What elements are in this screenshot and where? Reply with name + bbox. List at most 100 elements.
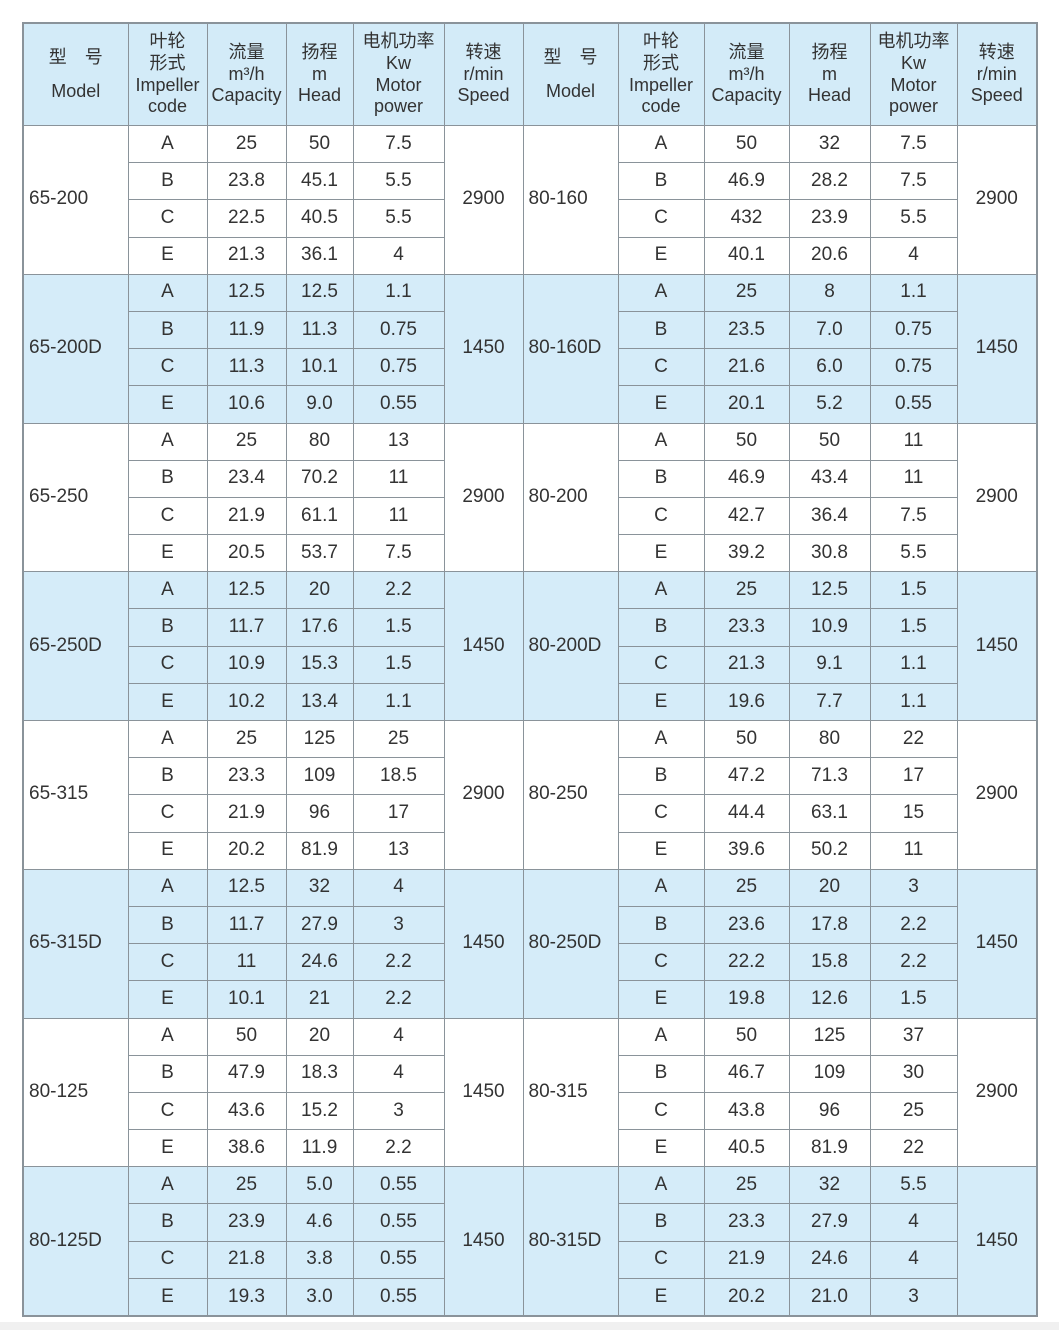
motor-power-cell: 17 xyxy=(352,794,445,833)
header-model: 型 号 Model xyxy=(522,22,619,126)
header-speed-line: Speed xyxy=(970,85,1023,106)
head-cell: 11.9 xyxy=(285,1129,354,1168)
impeller-code-cell: C xyxy=(617,496,705,536)
capacity-cell: 23.3 xyxy=(206,757,287,796)
head-cell: 43.4 xyxy=(788,459,871,498)
motor-power-cell: 1.1 xyxy=(869,682,958,722)
table-row: B 23.4 70.2 11 B 46.9 43.4 11 xyxy=(23,459,1037,498)
motor-power-cell: 7.5 xyxy=(869,124,958,164)
impeller-code-cell: A xyxy=(617,868,705,907)
head-cell: 96 xyxy=(788,1091,871,1131)
table-row: B 23.8 45.1 5.5 B 46.9 28.2 7.5 xyxy=(23,162,1037,201)
header-head-line: 扬程 xyxy=(811,42,848,63)
speed-cell: 2900 xyxy=(956,1017,1038,1168)
capacity-cell: 21.6 xyxy=(703,348,790,387)
impeller-code-cell: C xyxy=(617,348,705,387)
motor-power-cell: 0.75 xyxy=(352,348,445,387)
impeller-code-cell: B xyxy=(127,1203,208,1242)
capacity-cell: 23.3 xyxy=(703,608,790,647)
header-impeller-line: code xyxy=(147,96,188,117)
model-cell: 80-160 xyxy=(522,125,619,275)
impeller-code-cell: A xyxy=(617,1017,705,1056)
impeller-code-cell: E xyxy=(617,385,705,424)
motor-power-cell: 0.75 xyxy=(869,348,958,387)
capacity-cell: 21.9 xyxy=(206,496,287,536)
table-row: E 19.3 3.0 0.55 E 20.2 21.0 3 xyxy=(23,1277,1037,1317)
impeller-code-cell: E xyxy=(617,1277,705,1317)
motor-power-cell: 4 xyxy=(869,1240,958,1279)
motor-power-cell: 3 xyxy=(352,905,445,945)
table-row: E 20.2 81.9 13 E 39.6 50.2 11 xyxy=(23,831,1037,870)
motor-power-cell: 1.5 xyxy=(869,571,958,610)
pump-spec-table: 型 号 Model 叶轮 形式 Impeller code 流量 m³/h Capacity 扬程… xyxy=(22,22,1038,1317)
capacity-cell: 25 xyxy=(206,1166,287,1205)
impeller-code-cell: B xyxy=(617,162,705,201)
header-model: 型 号 Model xyxy=(22,22,129,126)
head-cell: 9.1 xyxy=(788,645,871,684)
head-cell: 21.0 xyxy=(788,1277,871,1317)
capacity-cell: 10.6 xyxy=(206,385,287,424)
table-row: C 22.5 40.5 5.5 C 432 23.9 5.5 xyxy=(23,199,1037,238)
motor-power-cell: 7.5 xyxy=(869,162,958,201)
header-capacity: 流量 m³/h Capacity xyxy=(703,22,790,126)
head-cell: 20 xyxy=(285,571,354,610)
speed-cell: 1450 xyxy=(443,868,524,1019)
table-row: B 11.7 27.9 3 B 23.6 17.8 2.2 xyxy=(23,905,1037,945)
motor-power-cell: 0.75 xyxy=(869,310,958,350)
header-impeller-line: 形式 xyxy=(643,52,679,73)
speed-cell: 1450 xyxy=(443,1017,524,1168)
impeller-code-cell: C xyxy=(617,794,705,833)
capacity-cell: 23.9 xyxy=(206,1203,287,1242)
header-impeller-line: 形式 xyxy=(149,52,186,73)
capacity-cell: 39.6 xyxy=(703,831,790,870)
motor-power-cell: 15 xyxy=(869,794,958,833)
capacity-cell: 25 xyxy=(703,868,790,907)
impeller-code-cell: C xyxy=(617,1240,705,1279)
impeller-code-cell: A xyxy=(127,1017,208,1056)
impeller-code-cell: A xyxy=(127,868,208,907)
capacity-cell: 21.3 xyxy=(206,236,287,275)
head-cell: 8 xyxy=(788,273,871,312)
head-cell: 32 xyxy=(788,124,871,164)
capacity-cell: 40.1 xyxy=(703,236,790,275)
impeller-code-cell: E xyxy=(617,534,705,573)
impeller-code-cell: B xyxy=(617,459,705,498)
table-row: 65-200D A 12.5 12.5 1.1 1450 80-160D A 25 8 1.1 145… xyxy=(22,273,1038,424)
table-row: C 21.9 61.1 11 C 42.7 36.4 7.5 xyxy=(23,496,1037,536)
head-cell: 23.9 xyxy=(788,199,871,238)
head-cell: 32 xyxy=(285,868,354,907)
head-cell: 18.3 xyxy=(285,1054,354,1093)
impeller-code-cell: A xyxy=(127,273,208,312)
header-head-line: m xyxy=(312,63,327,84)
head-cell: 63.1 xyxy=(788,794,871,833)
motor-power-cell: 11 xyxy=(869,831,958,870)
motor-power-cell: 11 xyxy=(352,496,445,536)
motor-power-cell: 5.5 xyxy=(352,162,445,201)
header-impeller-line: 叶轮 xyxy=(149,31,186,52)
capacity-cell: 50 xyxy=(206,1017,287,1056)
head-cell: 81.9 xyxy=(788,1129,871,1168)
capacity-cell: 20.2 xyxy=(206,831,287,870)
impeller-code-cell: C xyxy=(127,1240,208,1279)
impeller-code-cell: C xyxy=(127,1091,208,1131)
head-cell: 24.6 xyxy=(285,943,354,982)
motor-power-cell: 4 xyxy=(352,868,445,907)
header-speed-line: r/min xyxy=(463,63,504,84)
motor-power-cell: 1.5 xyxy=(869,608,958,647)
impeller-code-cell: A xyxy=(127,422,208,461)
capacity-cell: 19.6 xyxy=(703,682,790,722)
table-row: 65-315D A 12.5 32 4 1450 80-250D A 25 20 3 1450 xyxy=(22,868,1038,1019)
capacity-cell: 44.4 xyxy=(703,794,790,833)
capacity-cell: 25 xyxy=(703,1166,790,1205)
impeller-code-cell: E xyxy=(617,236,705,275)
header-power: 电机功率 Kw Motor power xyxy=(869,22,958,126)
header-head: 扬程 m Head xyxy=(285,22,354,126)
impeller-code-cell: B xyxy=(617,905,705,945)
head-cell: 12.6 xyxy=(788,980,871,1019)
head-cell: 20 xyxy=(285,1017,354,1056)
impeller-code-cell: B xyxy=(617,757,705,796)
motor-power-cell: 7.5 xyxy=(869,496,958,536)
head-cell: 20.6 xyxy=(788,236,871,275)
header-model-line: 型 号 xyxy=(543,46,598,67)
table-row: C 43.6 15.2 3 C 43.8 96 25 xyxy=(23,1091,1037,1131)
